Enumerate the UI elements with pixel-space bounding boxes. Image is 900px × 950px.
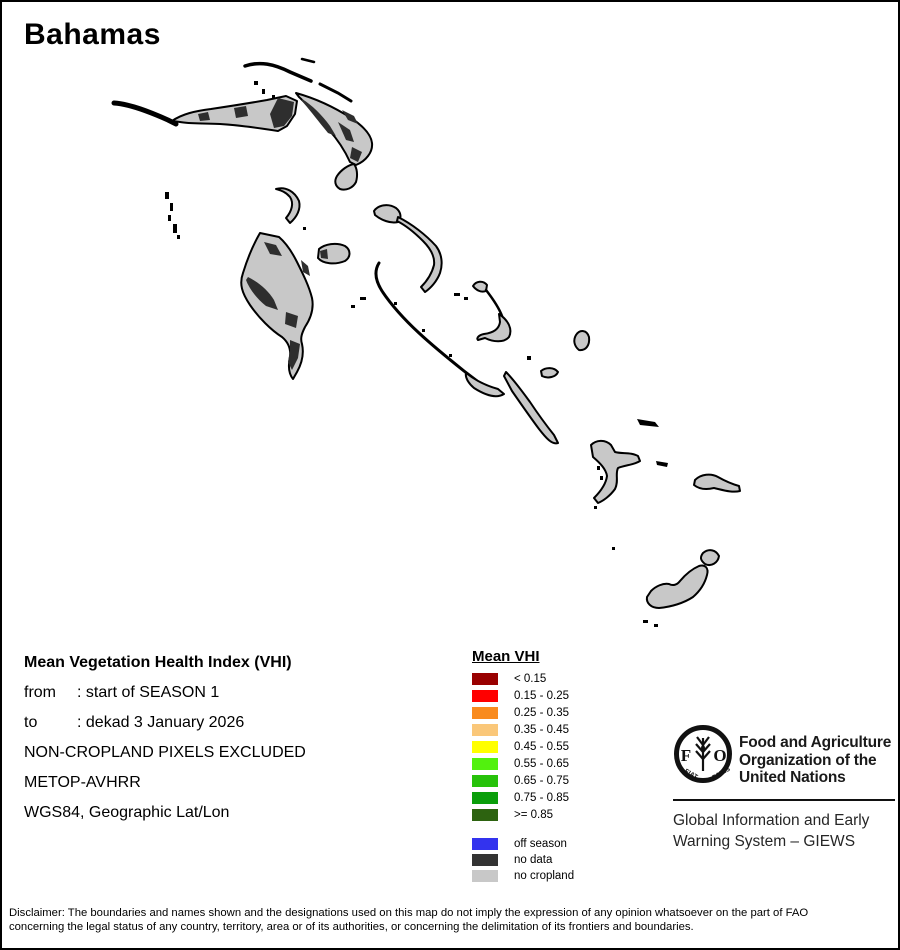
- info-heading: Mean Vegetation Health Index (VHI): [24, 654, 292, 671]
- island-samana-cay: [637, 419, 659, 427]
- legend-row: >= 0.85: [472, 809, 574, 821]
- info-line-to: to: dekad 3 January 2026: [24, 714, 245, 731]
- legend-swatch: [472, 838, 498, 850]
- island-eleuthera-north: [373, 204, 402, 224]
- legend-title: Mean VHI: [472, 648, 540, 665]
- island-grand-bahama: [171, 95, 298, 132]
- island-exuma-cays: [374, 261, 479, 383]
- legend-row: < 0.15: [472, 673, 574, 685]
- island-great-inagua: [645, 564, 709, 609]
- island-plana-cays: [656, 461, 668, 467]
- fao-org-name: Food and Agriculture Organization of the…: [739, 734, 892, 786]
- fao-logo-letter-o: O: [713, 746, 726, 765]
- info-line-noncropland: NON-CROPLAND PIXELS EXCLUDED: [24, 744, 306, 761]
- legend-extras: off season no data no cropland: [472, 838, 574, 882]
- island-rum-cay: [540, 367, 559, 379]
- island-san-salvador: [573, 330, 591, 352]
- legend-row: 0.35 - 0.45: [472, 724, 574, 736]
- legend-row-offseason: off season: [472, 838, 574, 850]
- info-line-from: from: start of SEASON 1: [24, 684, 220, 701]
- page-title: Bahamas: [24, 18, 161, 51]
- legend-row: 0.55 - 0.65: [472, 758, 574, 770]
- fao-separator-line: [673, 798, 895, 801]
- info-line-projection: WGS84, Geographic Lat/Lon: [24, 804, 230, 821]
- island-mayaguana: [693, 473, 741, 493]
- legend-swatch: [472, 775, 498, 787]
- giews-label: Global Information and Early Warning Sys…: [673, 811, 870, 850]
- legend-swatch: [472, 854, 498, 866]
- fao-logo-motto-panis: PANIS: [711, 765, 732, 781]
- legend-row-nodata: no data: [472, 854, 574, 866]
- legend-row: 0.25 - 0.35: [472, 707, 574, 719]
- legend-row: 0.45 - 0.55: [472, 741, 574, 753]
- legend-row: 0.15 - 0.25: [472, 690, 574, 702]
- legend-swatch: [472, 707, 498, 719]
- island-berry-islands: [275, 187, 301, 224]
- island-crooked-acklins: [590, 439, 641, 504]
- legend-classes: < 0.15 0.15 - 0.25 0.25 - 0.35 0.35 - 0.…: [472, 673, 574, 821]
- legend-swatch: [472, 758, 498, 770]
- fao-logo-icon: F O FIAT PANIS: [674, 725, 732, 783]
- island-little-inagua: [699, 549, 720, 566]
- legend-row: 0.75 - 0.85: [472, 792, 574, 804]
- legend-swatch: [472, 724, 498, 736]
- island-great-exuma: [464, 372, 505, 398]
- island-great-abaco-hook: [334, 163, 359, 191]
- island-cat: [476, 313, 512, 343]
- legend-swatch: [472, 809, 498, 821]
- island-long-island: [503, 371, 559, 445]
- legend-swatch: [472, 673, 498, 685]
- fao-giews-block: F O FIAT PANIS Food and Agriculture Orga…: [673, 723, 897, 852]
- island-little-abaco: [243, 61, 313, 83]
- island-eleuthera: [396, 216, 443, 293]
- vhi-legend: Mean VHI < 0.15 0.15 - 0.25 0.25 - 0.35 …: [472, 648, 574, 886]
- disclaimer-text: Disclaimer: The boundaries and names sho…: [9, 907, 809, 933]
- legend-swatch: [472, 870, 498, 882]
- legend-row-nocropland: no cropland: [472, 870, 574, 882]
- info-line-sensor: METOP-AVHRR: [24, 774, 141, 791]
- island-cat-north: [472, 280, 488, 293]
- fao-logo-wheat: [695, 736, 711, 771]
- legend-swatch: [472, 690, 498, 702]
- legend-row: 0.65 - 0.75: [472, 775, 574, 787]
- fao-logo-letter-f: F: [681, 746, 691, 765]
- island-bimini: [165, 192, 180, 239]
- island-grand-bahama-west-tip: [111, 100, 179, 127]
- legend-swatch: [472, 741, 498, 753]
- legend-swatch: [472, 792, 498, 804]
- map-info-block: Mean Vegetation Health Index (VHI) from:…: [24, 648, 306, 828]
